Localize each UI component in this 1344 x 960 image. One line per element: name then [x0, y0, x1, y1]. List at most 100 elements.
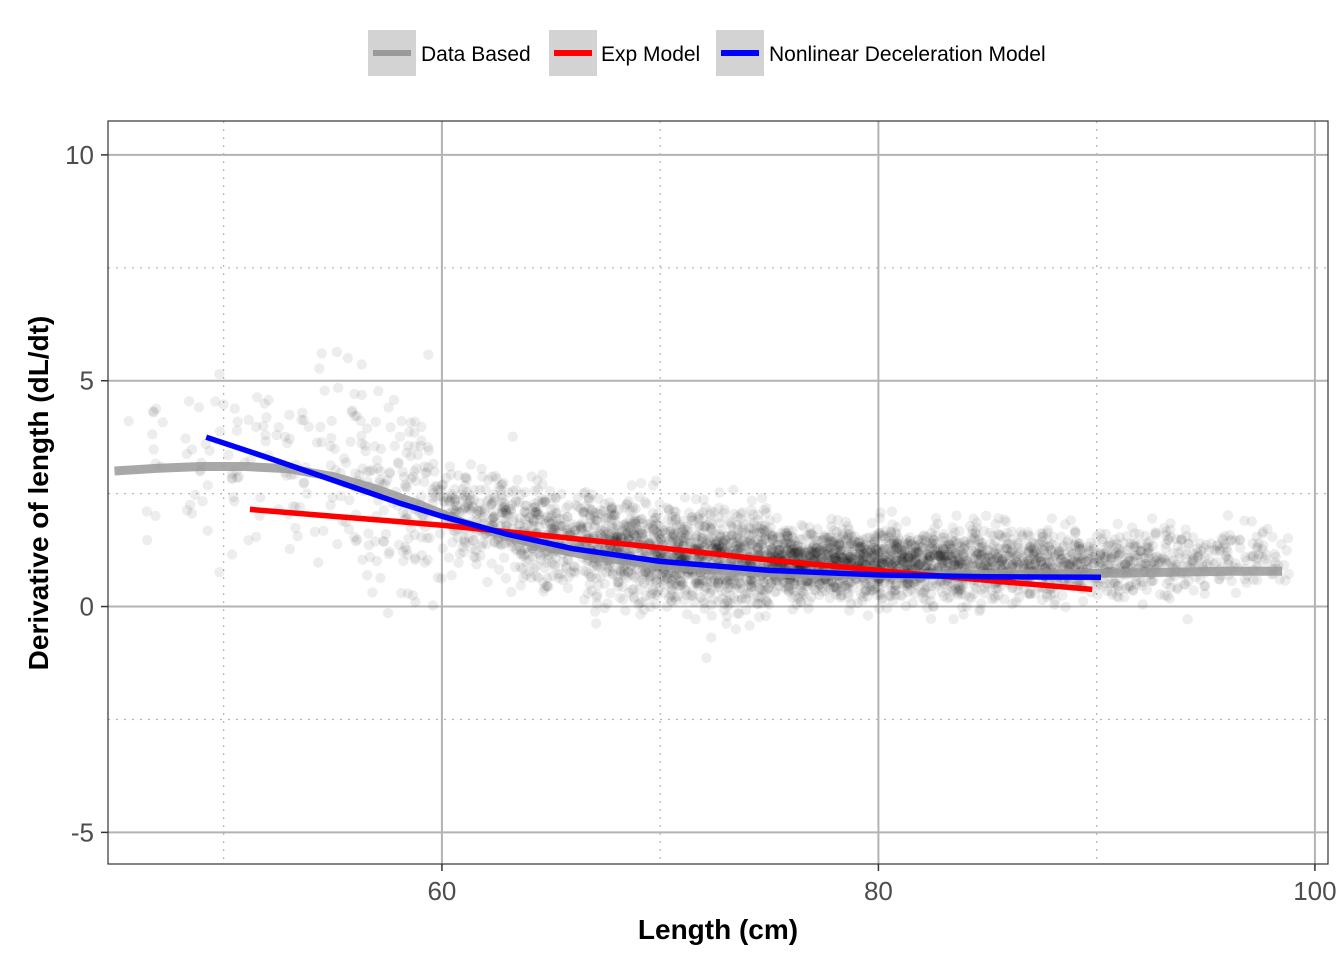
scatter-point — [742, 575, 753, 586]
scatter-point — [937, 542, 949, 553]
scatter-point — [713, 540, 724, 551]
scatter-point — [668, 531, 679, 543]
scatter-point — [814, 579, 825, 591]
scatter-point — [1239, 515, 1250, 526]
scatter-point — [886, 550, 898, 561]
scatter-point — [931, 581, 942, 592]
scatter-point — [1253, 538, 1264, 549]
scatter-point — [775, 549, 787, 560]
scatter-point — [803, 603, 814, 614]
scatter-point — [1139, 552, 1150, 563]
scatter-point — [1082, 541, 1094, 552]
scatter-point — [1283, 568, 1294, 580]
scatter-point — [618, 568, 629, 579]
scatter-point — [345, 436, 356, 447]
scatter-point — [400, 481, 411, 493]
scatter-point — [719, 504, 730, 515]
scatter-point — [953, 584, 964, 595]
scatter-point — [737, 507, 748, 518]
scatter-point — [1149, 553, 1161, 564]
scatter-point — [666, 585, 678, 596]
scatter-point — [419, 476, 430, 488]
scatter-point — [557, 521, 568, 532]
scatter-point — [482, 576, 493, 588]
scatter-point — [461, 492, 472, 504]
scatter-point — [528, 520, 540, 532]
scatter-point — [624, 506, 635, 517]
scatter-point — [576, 523, 587, 534]
scatter-point — [715, 517, 726, 529]
scatter-point — [271, 429, 282, 441]
scatter-point — [409, 529, 420, 541]
scatter-point — [1109, 548, 1120, 560]
scatter-point — [214, 368, 225, 380]
scatter-point — [776, 550, 787, 561]
scatter-point — [521, 508, 532, 519]
scatter-point — [298, 477, 310, 488]
scatter-point — [1094, 557, 1105, 569]
scatter-point — [916, 561, 927, 572]
scatter-point — [1065, 515, 1077, 526]
scatter-point — [946, 535, 958, 546]
scatter-point — [1091, 531, 1103, 542]
scatter-point — [1180, 553, 1191, 564]
scatter-point — [875, 589, 886, 601]
scatter-point — [1211, 546, 1222, 557]
scatter-point — [331, 346, 343, 358]
scatter-point — [734, 582, 746, 594]
scatter-point — [679, 594, 690, 606]
scatter-point — [1222, 510, 1234, 521]
scatter-point — [675, 551, 686, 563]
scatter-point — [786, 544, 798, 556]
scatter-point — [788, 548, 800, 559]
scatter-point — [792, 544, 803, 555]
scatter-point — [809, 552, 820, 564]
scatter-point — [550, 552, 562, 564]
scatter-point — [313, 557, 324, 568]
scatter-point — [821, 553, 832, 564]
scatter-point — [1038, 544, 1049, 555]
scatter-point — [444, 461, 456, 472]
scatter-point — [1065, 560, 1076, 571]
scatter-point — [1180, 579, 1191, 590]
scatter-point — [639, 496, 651, 508]
scatter-point — [1070, 527, 1081, 538]
scatter-point — [708, 594, 719, 605]
scatter-point — [798, 547, 809, 559]
scatter-point — [534, 521, 545, 533]
scatter-point — [787, 548, 798, 559]
scatter-point — [477, 537, 488, 549]
scatter-point — [497, 493, 508, 504]
scatter-point — [610, 509, 621, 521]
scatter-point — [1082, 553, 1094, 564]
scatter-point — [900, 516, 912, 527]
scatter-point — [895, 554, 907, 565]
scatter-point — [1074, 552, 1086, 563]
scatter-point — [1171, 559, 1182, 570]
scatter-point — [400, 479, 411, 490]
scatter-point — [840, 580, 852, 591]
scatter-point — [527, 514, 539, 525]
scatter-point — [496, 479, 508, 490]
scatter-point — [1252, 541, 1263, 553]
scatter-point — [858, 534, 869, 545]
scatter-point — [1100, 528, 1112, 540]
scatter-point — [563, 500, 574, 511]
scatter-point — [680, 530, 691, 541]
scatter-point — [624, 514, 636, 525]
scatter-point — [993, 513, 1004, 524]
scatter-point — [1124, 541, 1136, 553]
scatter-point — [670, 506, 681, 517]
scatter-point — [437, 543, 448, 554]
scatter-point — [523, 512, 535, 523]
scatter-point — [1023, 546, 1034, 557]
scatter-point — [357, 554, 368, 565]
scatter-point — [854, 541, 865, 553]
scatter-point — [668, 506, 680, 517]
scatter-point — [1258, 526, 1269, 537]
scatter-point — [422, 441, 434, 453]
scatter-point — [633, 599, 644, 610]
scatter-point — [1097, 536, 1108, 548]
scatter-point — [711, 536, 723, 548]
scatter-point — [705, 506, 717, 517]
